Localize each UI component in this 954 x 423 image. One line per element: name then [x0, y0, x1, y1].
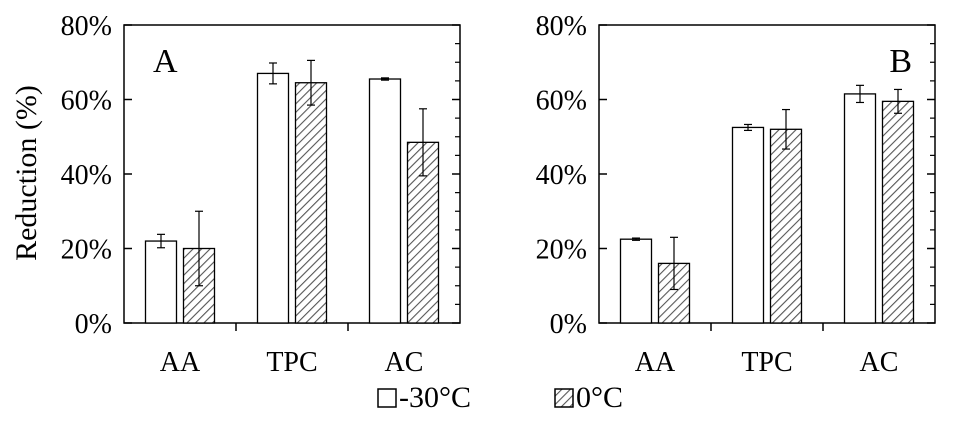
panel-a: 0% 20% 40% 60% 80% AA TPC AC A: [61, 11, 461, 378]
bar-a-tpc-minus30: [256, 72, 290, 324]
legend-swatch-0c: [554, 388, 574, 408]
bar-b-tpc-minus30: [731, 126, 765, 324]
y-tick-label-b: 0%: [550, 309, 587, 340]
x-tick-label-b-ac: AC: [860, 347, 899, 378]
x-tick-label-a-ac: AC: [385, 347, 424, 378]
x-tick-label-a-aa: AA: [160, 347, 201, 378]
bar-b-ac-0c: [881, 100, 915, 324]
y-tick-label-b: 60%: [536, 86, 587, 117]
y-tick-label-b: 80%: [536, 11, 587, 42]
legend-label-minus30: -30°C: [399, 381, 471, 414]
y-tick-label-b: 40%: [536, 160, 587, 191]
y-axis-label: Reduction (%): [10, 85, 43, 261]
panel-label-a: A: [153, 43, 178, 80]
x-tick-label-b-aa: AA: [635, 347, 676, 378]
x-tick-label-b-tpc: TPC: [741, 347, 792, 378]
panel-b: 0% 20% 40% 60% 80% AA TPC AC B: [536, 11, 936, 378]
legend-swatch-minus30: [377, 388, 397, 408]
bar-b-ac-minus30: [843, 93, 877, 324]
bar-a-tpc-0c: [294, 82, 328, 324]
x-tick-label-a-tpc: TPC: [266, 347, 317, 378]
y-tick-label-a: 40%: [61, 160, 112, 191]
y-tick-label-a: 0%: [75, 309, 112, 340]
bar-b-aa-minus30: [619, 238, 653, 324]
panel-label-b: B: [889, 43, 912, 80]
legend: -30°C 0°C: [377, 381, 623, 414]
bar-a-ac-minus30: [368, 78, 402, 324]
bar-a-aa-minus30: [144, 240, 178, 324]
y-tick-label-b: 20%: [536, 235, 587, 266]
bar-b-tpc-0c: [769, 128, 803, 324]
y-tick-label-a: 20%: [61, 235, 112, 266]
y-tick-label-a: 60%: [61, 86, 112, 117]
legend-label-0c: 0°C: [576, 381, 623, 414]
y-tick-label-a: 80%: [61, 11, 112, 42]
